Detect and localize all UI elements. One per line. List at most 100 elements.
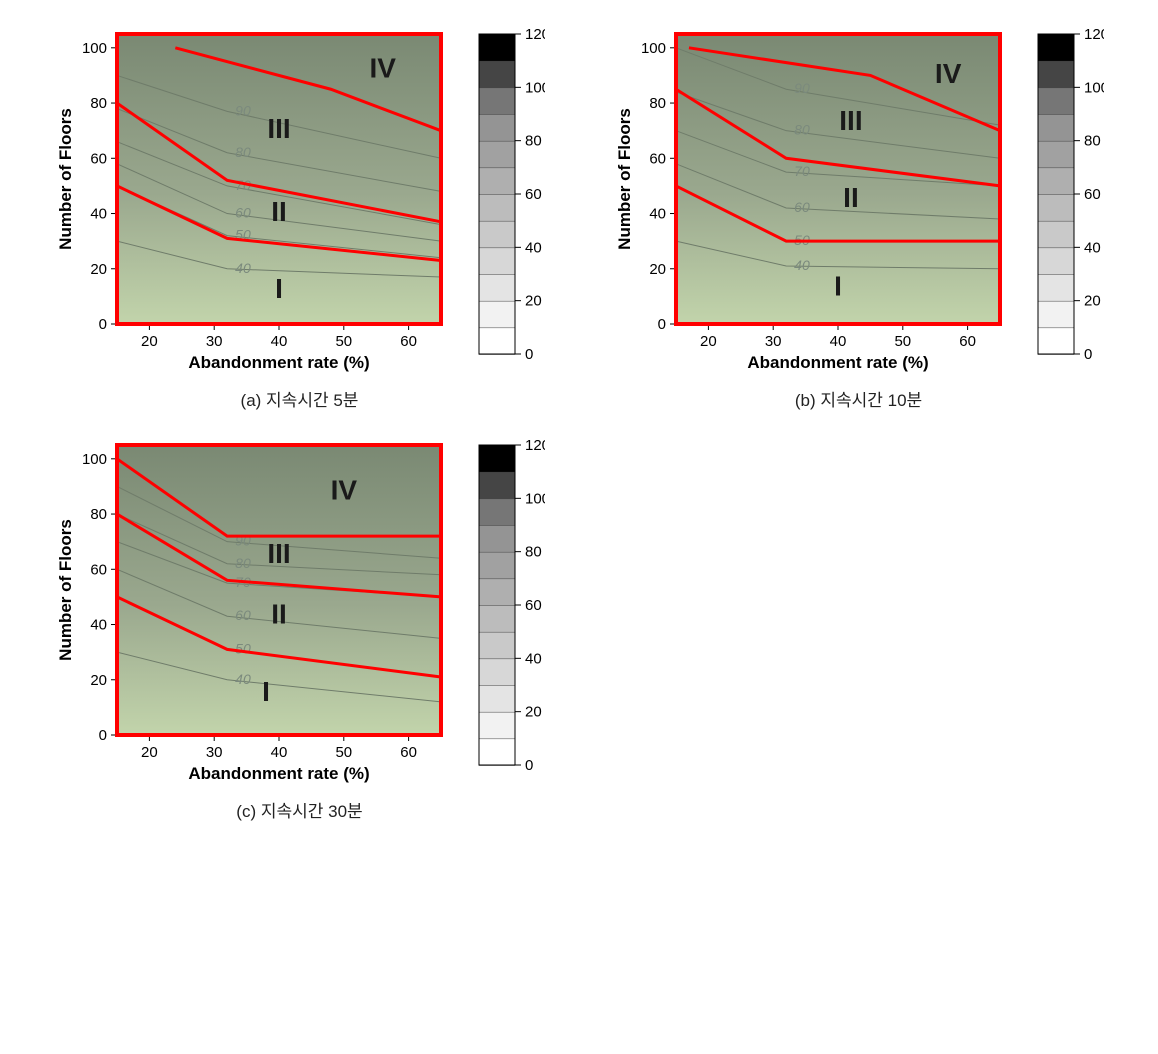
colorbar-band-2 bbox=[479, 274, 515, 301]
colorbar-tick-label-40: 40 bbox=[525, 650, 542, 667]
chart-b: 405060708090IIIIIIIV20304050600204060801… bbox=[614, 20, 1014, 380]
colorbar-band-8 bbox=[1038, 114, 1074, 141]
region-label-II: II bbox=[843, 182, 859, 213]
colorbar-tick-label-20: 20 bbox=[525, 704, 542, 721]
xtick-label-50: 50 bbox=[335, 333, 352, 350]
region-label-IV: IV bbox=[934, 58, 961, 89]
chart-a: 405060708090IIIIIIIV20304050600204060801… bbox=[55, 20, 455, 380]
xtick-label-30: 30 bbox=[205, 744, 222, 761]
colorbar-tick-label-120: 120 bbox=[525, 26, 545, 43]
chart-c: 405060708090IIIIIIIV20304050600204060801… bbox=[55, 431, 455, 791]
contour-label-80: 80 bbox=[235, 144, 251, 160]
xtick-label-20: 20 bbox=[141, 333, 158, 350]
contour-label-60: 60 bbox=[235, 205, 251, 221]
colorbar-band-1 bbox=[479, 301, 515, 328]
colorbar-band-4 bbox=[479, 221, 515, 248]
xtick-label-40: 40 bbox=[270, 744, 287, 761]
contour-label-80: 80 bbox=[794, 122, 810, 138]
contour-label-60: 60 bbox=[794, 199, 810, 215]
ytick-label-20: 20 bbox=[649, 261, 666, 278]
xtick-label-30: 30 bbox=[764, 333, 781, 350]
panel-b: 405060708090IIIIIIIV20304050600204060801… bbox=[589, 20, 1128, 411]
y-axis-label: Number of Floors bbox=[615, 108, 634, 250]
colorbar-tick-label-60: 60 bbox=[525, 597, 542, 614]
colorbar-band-1 bbox=[1038, 301, 1074, 328]
colorbar-tick-label-0: 0 bbox=[1084, 346, 1092, 363]
colorbar: 020406080100120 bbox=[455, 20, 545, 380]
colorbar-band-3 bbox=[1038, 247, 1074, 274]
colorbar-band-0 bbox=[479, 738, 515, 765]
y-axis-label: Number of Floors bbox=[56, 519, 75, 661]
colorbar-band-11 bbox=[479, 34, 515, 61]
colorbar-tick-label-80: 80 bbox=[525, 133, 542, 150]
colorbar-tick-label-80: 80 bbox=[1084, 133, 1101, 150]
ytick-label-60: 60 bbox=[90, 561, 107, 578]
xtick-label-50: 50 bbox=[335, 744, 352, 761]
region-label-III: III bbox=[267, 538, 290, 569]
colorbar-band-10 bbox=[479, 61, 515, 88]
region-label-III: III bbox=[839, 105, 862, 136]
colorbar-band-3 bbox=[479, 247, 515, 274]
xtick-label-60: 60 bbox=[959, 333, 976, 350]
colorbar-band-5 bbox=[479, 605, 515, 632]
ytick-label-20: 20 bbox=[90, 261, 107, 278]
colorbar-band-8 bbox=[479, 114, 515, 141]
region-label-IV: IV bbox=[330, 474, 357, 505]
ytick-label-100: 100 bbox=[81, 451, 106, 468]
ytick-label-80: 80 bbox=[90, 95, 107, 112]
region-label-II: II bbox=[271, 196, 287, 227]
colorbar-band-9 bbox=[479, 87, 515, 114]
panel-a: 405060708090IIIIIIIV20304050600204060801… bbox=[30, 20, 569, 411]
colorbar-band-10 bbox=[1038, 61, 1074, 88]
colorbar-band-8 bbox=[479, 525, 515, 552]
x-axis-label: Abandonment rate (%) bbox=[188, 353, 369, 372]
colorbar: 020406080100120 bbox=[1014, 20, 1104, 380]
colorbar-tick-label-100: 100 bbox=[1084, 79, 1104, 96]
xtick-label-20: 20 bbox=[141, 744, 158, 761]
colorbar-band-3 bbox=[479, 658, 515, 685]
colorbar-tick-label-100: 100 bbox=[525, 79, 545, 96]
panel-b-row: 405060708090IIIIIIIV20304050600204060801… bbox=[614, 20, 1104, 380]
ytick-label-80: 80 bbox=[649, 95, 666, 112]
ytick-label-60: 60 bbox=[90, 150, 107, 167]
ytick-label-80: 80 bbox=[90, 506, 107, 523]
colorbar: 020406080100120 bbox=[455, 431, 545, 791]
panel-a-row: 405060708090IIIIIIIV20304050600204060801… bbox=[55, 20, 545, 380]
colorbar-tick-label-20: 20 bbox=[525, 293, 542, 310]
colorbar-tick-label-60: 60 bbox=[525, 186, 542, 203]
colorbar-band-5 bbox=[1038, 194, 1074, 221]
colorbar-band-6 bbox=[1038, 167, 1074, 194]
colorbar-band-6 bbox=[479, 167, 515, 194]
ytick-label-0: 0 bbox=[657, 316, 665, 333]
colorbar-band-5 bbox=[479, 194, 515, 221]
xtick-label-60: 60 bbox=[400, 744, 417, 761]
ytick-label-0: 0 bbox=[98, 316, 106, 333]
xtick-label-50: 50 bbox=[894, 333, 911, 350]
region-label-I: I bbox=[262, 676, 270, 707]
ytick-label-100: 100 bbox=[640, 40, 665, 57]
colorbar-band-0 bbox=[1038, 327, 1074, 354]
x-axis-label: Abandonment rate (%) bbox=[188, 764, 369, 783]
contour-label-40: 40 bbox=[235, 260, 251, 276]
ytick-label-40: 40 bbox=[649, 206, 666, 223]
colorbar-band-7 bbox=[479, 141, 515, 168]
colorbar-band-0 bbox=[479, 327, 515, 354]
panel-c: 405060708090IIIIIIIV20304050600204060801… bbox=[30, 431, 569, 822]
region-label-II: II bbox=[271, 599, 287, 630]
colorbar-tick-label-0: 0 bbox=[525, 757, 533, 774]
colorbar-band-11 bbox=[1038, 34, 1074, 61]
panel-c-row: 405060708090IIIIIIIV20304050600204060801… bbox=[55, 431, 545, 791]
ytick-label-20: 20 bbox=[90, 672, 107, 689]
colorbar-tick-label-120: 120 bbox=[1084, 26, 1104, 43]
colorbar-tick-label-60: 60 bbox=[1084, 186, 1101, 203]
colorbar-band-11 bbox=[479, 445, 515, 472]
contour-label-50: 50 bbox=[235, 640, 251, 656]
colorbar-tick-label-120: 120 bbox=[525, 437, 545, 454]
colorbar-band-9 bbox=[1038, 87, 1074, 114]
colorbar-tick-label-0: 0 bbox=[525, 346, 533, 363]
ytick-label-60: 60 bbox=[649, 150, 666, 167]
colorbar-band-2 bbox=[479, 685, 515, 712]
contour-label-90: 90 bbox=[794, 80, 810, 96]
xtick-label-30: 30 bbox=[205, 333, 222, 350]
colorbar-band-2 bbox=[1038, 274, 1074, 301]
